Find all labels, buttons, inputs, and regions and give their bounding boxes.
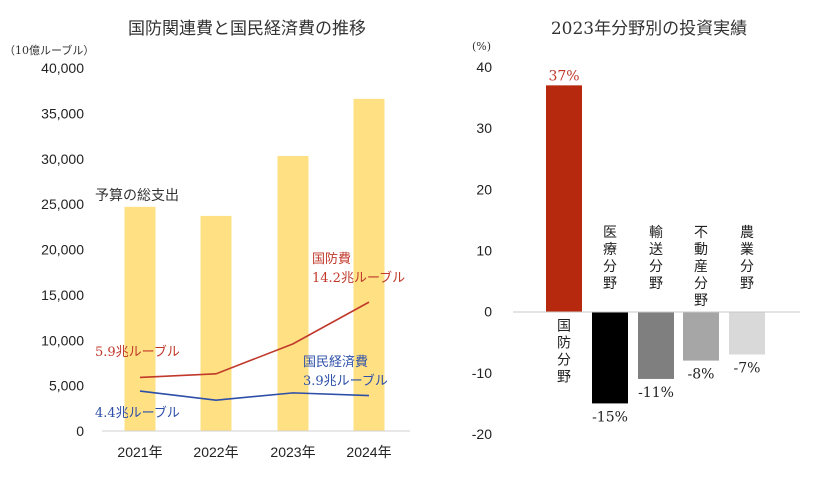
sector-value-label: -15% bbox=[592, 409, 628, 425]
left-y-tick-label: 5,000 bbox=[49, 378, 84, 394]
sector-category-label: 輸送分野 bbox=[649, 225, 663, 292]
defense-series-name: 国防費 bbox=[312, 251, 351, 267]
economy-end-label: 3.9兆ルーブル bbox=[303, 373, 388, 389]
total-budget-bar bbox=[200, 215, 232, 431]
right-y-tick-label: 10 bbox=[476, 243, 492, 259]
right-y-tick-label: 30 bbox=[476, 120, 492, 136]
left-y-tick-label: 15,000 bbox=[41, 287, 84, 303]
defense-economy-chart: 国防関連費と国民経済費の推移 （10億ルーブル） 0 5,000 10,000 15,… bbox=[4, 19, 410, 460]
left-y-tick-label: 25,000 bbox=[41, 196, 84, 212]
sector-value-label: 37% bbox=[548, 68, 579, 84]
investment-by-sector-chart: 2023年分野別の投資実績 (%) -20 -10 0 10 20 30 40 国防分野 医療… bbox=[472, 19, 800, 442]
left-chart-title: 国防関連費と国民経済費の推移 bbox=[128, 19, 366, 39]
right-y-tick-label: -10 bbox=[472, 365, 492, 381]
sector-bar bbox=[683, 311, 719, 361]
sector-value-label: -8% bbox=[688, 367, 715, 383]
left-y-tick-label: 30,000 bbox=[41, 151, 84, 167]
left-y-tick-label: 10,000 bbox=[41, 332, 84, 348]
sector-category-label: 農業分野 bbox=[740, 225, 754, 292]
defense-spending-line bbox=[139, 301, 370, 379]
sector-bar bbox=[638, 311, 674, 379]
left-unit-label: （10億ルーブル） bbox=[4, 43, 94, 57]
right-y-tick-label: 20 bbox=[476, 181, 492, 197]
economy-start-label: 4.4兆ルーブル bbox=[95, 405, 180, 421]
left-x-tick-label: 2023年 bbox=[270, 444, 315, 460]
sector-bar bbox=[546, 85, 582, 312]
total-budget-bar bbox=[124, 206, 156, 431]
sector-value-label: -7% bbox=[734, 360, 761, 376]
sector-bar bbox=[592, 311, 628, 404]
sector-value-label: -11% bbox=[638, 385, 674, 401]
sector-category-label: 国防分野 bbox=[557, 319, 571, 386]
left-y-tick-label: 40,000 bbox=[41, 60, 84, 76]
total-budget-bar bbox=[277, 156, 309, 431]
sector-bar bbox=[729, 311, 765, 355]
right-chart-title: 2023年分野別の投資実績 bbox=[551, 19, 747, 39]
sector-category-label: 不動産分野 bbox=[694, 225, 708, 309]
defense-end-label: 14.2兆ルーブル bbox=[312, 270, 405, 286]
sector-category-label: 医療分野 bbox=[603, 225, 617, 292]
left-x-tick-label: 2021年 bbox=[117, 444, 162, 460]
economy-series-name: 国民経済費 bbox=[303, 354, 368, 370]
left-x-tick-label: 2022年 bbox=[193, 444, 238, 460]
right-y-tick-label: 0 bbox=[484, 304, 492, 320]
right-unit-label: (%) bbox=[472, 40, 491, 53]
right-y-tick-label: -20 bbox=[472, 426, 492, 442]
total-budget-bar bbox=[353, 98, 385, 431]
left-y-tick-label: 0 bbox=[76, 423, 84, 439]
total-budget-label: 予算の総支出 bbox=[95, 188, 179, 204]
economy-spending-line bbox=[139, 390, 370, 401]
defense-start-label: 5.9兆ルーブル bbox=[95, 344, 180, 360]
left-y-tick-label: 20,000 bbox=[41, 242, 84, 258]
left-y-tick-label: 35,000 bbox=[41, 105, 84, 121]
right-y-tick-label: 40 bbox=[476, 59, 492, 75]
left-x-tick-label: 2024年 bbox=[346, 444, 391, 460]
